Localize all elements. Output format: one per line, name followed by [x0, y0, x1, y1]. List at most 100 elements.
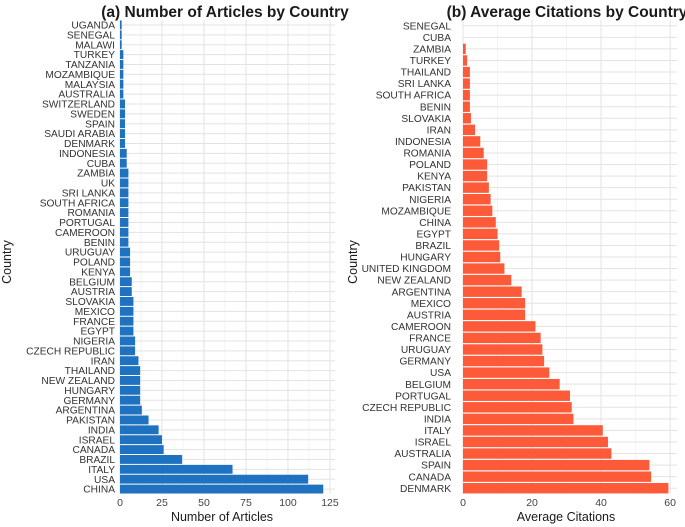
- category-label-mozambique: MOZAMBIQUE: [45, 70, 115, 81]
- category-label-south-africa: SOUTH AFRICA: [376, 91, 451, 102]
- category-label-senegal: SENEGAL: [403, 21, 451, 32]
- category-label-iran: IRAN: [91, 356, 115, 367]
- panel-a-articles-by-country: (a) Number of Articles by Country UGANDA…: [0, 4, 349, 524]
- category-label-poland: POLAND: [409, 160, 451, 171]
- category-label-sri-lanka: SRI LANKA: [398, 79, 451, 90]
- category-label-uruguay: URUGUAY: [65, 248, 115, 259]
- category-label-cameroon: CAMEROON: [55, 228, 115, 239]
- bar-germany: [463, 355, 545, 367]
- category-label-nigeria: NIGERIA: [73, 337, 115, 348]
- category-label-australia: AUSTRALIA: [394, 449, 451, 460]
- panel-b-x-axis-label: Average Citations: [517, 510, 615, 524]
- category-label-canada: CANADA: [409, 472, 452, 483]
- panel-a-grid: [119, 20, 335, 494]
- bar-iran: [463, 124, 476, 136]
- bar-slovakia: [463, 113, 471, 124]
- bar-tanzania: [120, 59, 124, 69]
- category-label-romania: ROMANIA: [67, 208, 115, 219]
- category-label-italy: ITALY: [88, 465, 115, 476]
- bar-india: [120, 425, 159, 435]
- category-label-china: CHINA: [419, 218, 451, 229]
- category-label-mexico: MEXICO: [75, 307, 115, 318]
- category-label-belgium: BELGIUM: [69, 277, 115, 288]
- bar-spain: [120, 119, 126, 129]
- panel-a-category-labels: UGANDASENEGALMALAWITURKEYTANZANIAMOZAMBI…: [26, 21, 115, 496]
- category-label-slovakia: SLOVAKIA: [401, 114, 451, 125]
- bar-malaysia: [120, 79, 124, 89]
- bar-australia: [120, 89, 124, 99]
- category-label-turkey: TURKEY: [410, 56, 452, 67]
- category-label-denmark: DENMARK: [64, 139, 115, 150]
- category-label-denmark: DENMARK: [400, 484, 451, 495]
- bar-sri-lanka: [463, 78, 470, 89]
- category-label-egypt: EGYPT: [416, 229, 451, 240]
- category-label-new-zealand: NEW ZEALAND: [41, 376, 115, 387]
- bar-uruguay: [463, 344, 543, 355]
- panel-a-y-axis-label: Country: [0, 239, 14, 284]
- category-label-zambia: ZAMBIA: [77, 169, 115, 180]
- category-label-poland: POLAND: [73, 258, 115, 269]
- bar-argentina: [463, 286, 522, 297]
- bar-saudi-arabia: [120, 129, 126, 139]
- bar-canada: [120, 445, 164, 455]
- bar-portugal: [463, 390, 570, 401]
- category-label-cameroon: CAMEROON: [391, 322, 451, 333]
- category-label-usa: USA: [94, 475, 115, 486]
- category-label-hungary: HUNGARY: [400, 253, 451, 264]
- bar-china: [120, 484, 324, 494]
- category-label-india: INDIA: [88, 425, 115, 436]
- bar-austria: [463, 309, 526, 321]
- bar-romania: [120, 208, 129, 218]
- category-label-pakistan: PAKISTAN: [66, 416, 115, 427]
- bar-malawi: [120, 40, 122, 50]
- bar-indonesia: [120, 148, 127, 158]
- bar-canada: [463, 471, 652, 482]
- panel-a-bars: [120, 20, 324, 494]
- category-label-argentina: ARGENTINA: [392, 287, 452, 298]
- bar-nigeria: [463, 193, 491, 205]
- category-label-spain: SPAIN: [85, 119, 115, 130]
- bar-south-africa: [120, 198, 129, 208]
- category-label-indonesia: INDONESIA: [59, 149, 115, 160]
- category-label-cuba: CUBA: [87, 159, 116, 170]
- category-label-austria: AUSTRIA: [407, 310, 451, 321]
- bar-spain: [463, 459, 650, 471]
- category-label-sweden: SWEDEN: [70, 109, 115, 120]
- bar-germany: [120, 395, 141, 405]
- category-label-turkey: TURKEY: [74, 50, 116, 61]
- bar-united-kingdom: [463, 263, 505, 274]
- bar-brazil: [120, 454, 183, 464]
- panel-b-x-tick-labels: 0 20 40 60: [460, 497, 676, 509]
- category-label-egypt: EGYPT: [80, 327, 115, 338]
- bar-austria: [120, 287, 132, 297]
- bar-senegal: [120, 30, 122, 40]
- x-tick-50: 50: [198, 497, 210, 509]
- bar-usa: [463, 367, 550, 378]
- bar-indonesia: [463, 136, 481, 147]
- category-label-argentina: ARGENTINA: [56, 406, 116, 417]
- bar-belgium: [120, 277, 132, 287]
- category-label-saudi-arabia: SAUDI ARABIA: [44, 129, 115, 140]
- bar-india: [463, 413, 574, 425]
- bar-sweden: [120, 109, 126, 119]
- category-label-czech-republic: CZECH REPUBLIC: [362, 403, 451, 414]
- category-label-brazil: BRAZIL: [415, 241, 451, 252]
- x-tick-0: 0: [460, 497, 466, 509]
- bar-czech-republic: [120, 346, 136, 356]
- category-label-israel: ISRAEL: [415, 438, 452, 449]
- bar-south-africa: [463, 89, 470, 101]
- bar-poland: [463, 159, 488, 170]
- category-label-mozambique: MOZAMBIQUE: [381, 206, 451, 217]
- bar-new-zealand: [463, 274, 512, 286]
- category-label-romania: ROMANIA: [403, 149, 451, 160]
- bar-china: [463, 217, 496, 228]
- category-label-cuba: CUBA: [423, 33, 452, 44]
- category-label-pakistan: PAKISTAN: [402, 183, 451, 194]
- category-label-new-zealand: NEW ZEALAND: [377, 276, 451, 287]
- bar-turkey: [463, 55, 468, 66]
- category-label-kenya: KENYA: [417, 172, 451, 183]
- category-label-china: CHINA: [83, 485, 115, 496]
- bar-australia: [463, 448, 612, 459]
